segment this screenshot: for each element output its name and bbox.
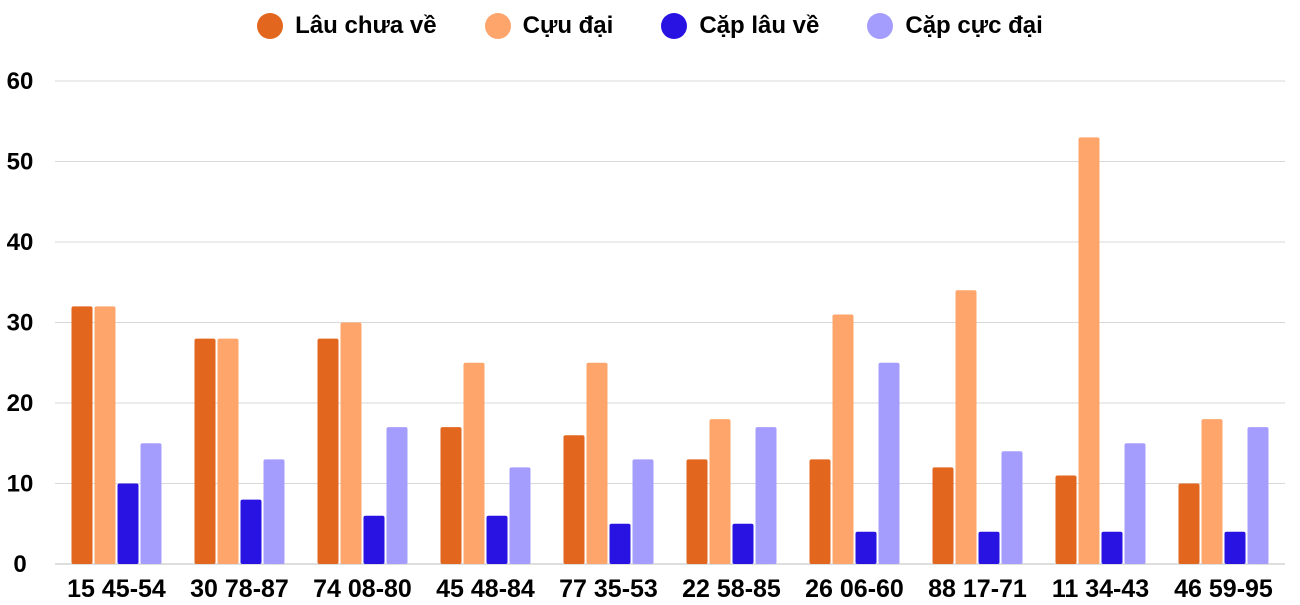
x-tick-label: 46 59-95	[1174, 575, 1273, 600]
legend-label-lau-chua-ve: Lâu chưa về	[295, 12, 437, 39]
x-tick-label: 22 58-85	[682, 575, 781, 600]
bar	[263, 459, 285, 564]
legend-label-cap-lau-ve: Cặp lâu về	[699, 12, 820, 39]
bar	[632, 459, 654, 564]
bar	[71, 306, 93, 564]
bar	[94, 306, 116, 564]
legend-swatch-lau-chua-ve	[257, 13, 284, 39]
legend-label-cap-cuc-dai: Cặp cực đại	[905, 12, 1043, 39]
bar	[217, 338, 239, 564]
x-tick-label: 77 35-53	[559, 575, 658, 600]
bar	[1055, 475, 1077, 564]
bar	[809, 459, 831, 564]
bar	[955, 290, 977, 564]
bar	[1101, 531, 1123, 564]
bar	[194, 338, 216, 564]
bar	[317, 338, 339, 564]
legend-label-cuu-dai: Cựu đại	[522, 12, 614, 39]
y-tick-label: 30	[7, 310, 34, 337]
bar	[755, 427, 777, 564]
y-tick-label: 60	[7, 68, 34, 95]
bar	[878, 362, 900, 564]
bar	[1124, 443, 1146, 564]
bar	[486, 515, 508, 564]
x-tick-label: 11 34-43	[1052, 575, 1149, 600]
bar	[855, 531, 877, 564]
bar	[586, 362, 608, 564]
y-tick-label: 20	[7, 390, 34, 417]
bar	[1178, 483, 1200, 564]
y-tick-label: 10	[7, 471, 34, 498]
legend-swatch-cap-lau-ve	[661, 13, 688, 39]
legend-item-cap-cuc-dai: Cặp cực đại	[867, 12, 1043, 40]
bar	[509, 467, 531, 564]
x-tick-label: 30 78-87	[190, 575, 289, 600]
bar	[1201, 419, 1223, 564]
y-tick-label: 40	[7, 229, 34, 256]
bar	[117, 483, 139, 564]
legend-item-lau-chua-ve: Lâu chưa về	[257, 12, 437, 40]
bar	[140, 443, 162, 564]
legend-item-cuu-dai: Cựu đại	[484, 12, 614, 40]
legend-item-cap-lau-ve: Cặp lâu về	[661, 12, 819, 40]
bar	[386, 427, 408, 564]
bar	[240, 499, 262, 564]
x-tick-label: 26 06-60	[805, 575, 904, 600]
x-tick-label: 88 17-71	[928, 575, 1027, 600]
bar	[1001, 451, 1023, 564]
bar	[1247, 427, 1269, 564]
bar	[440, 427, 462, 564]
bar	[363, 515, 385, 564]
x-tick-label: 15 45-54	[67, 575, 166, 600]
bar	[709, 419, 731, 564]
x-tick-label: 74 08-80	[313, 575, 412, 600]
bar	[1224, 531, 1246, 564]
bar	[832, 314, 854, 564]
bar	[563, 435, 585, 564]
bar	[340, 322, 362, 564]
legend-swatch-cuu-dai	[484, 13, 511, 39]
bar	[1078, 137, 1100, 564]
y-tick-label: 50	[7, 149, 34, 176]
bar	[978, 531, 1000, 564]
y-tick-label: 0	[13, 551, 26, 578]
bar	[609, 523, 631, 564]
legend: Lâu chưa về Cựu đại Cặp lâu về Cặp cực đ…	[0, 12, 1300, 40]
bar	[463, 362, 485, 564]
bar	[732, 523, 754, 564]
x-tick-label: 45 48-84	[436, 575, 535, 600]
bar	[932, 467, 954, 564]
legend-swatch-cap-cuc-dai	[867, 13, 894, 39]
bar	[686, 459, 708, 564]
